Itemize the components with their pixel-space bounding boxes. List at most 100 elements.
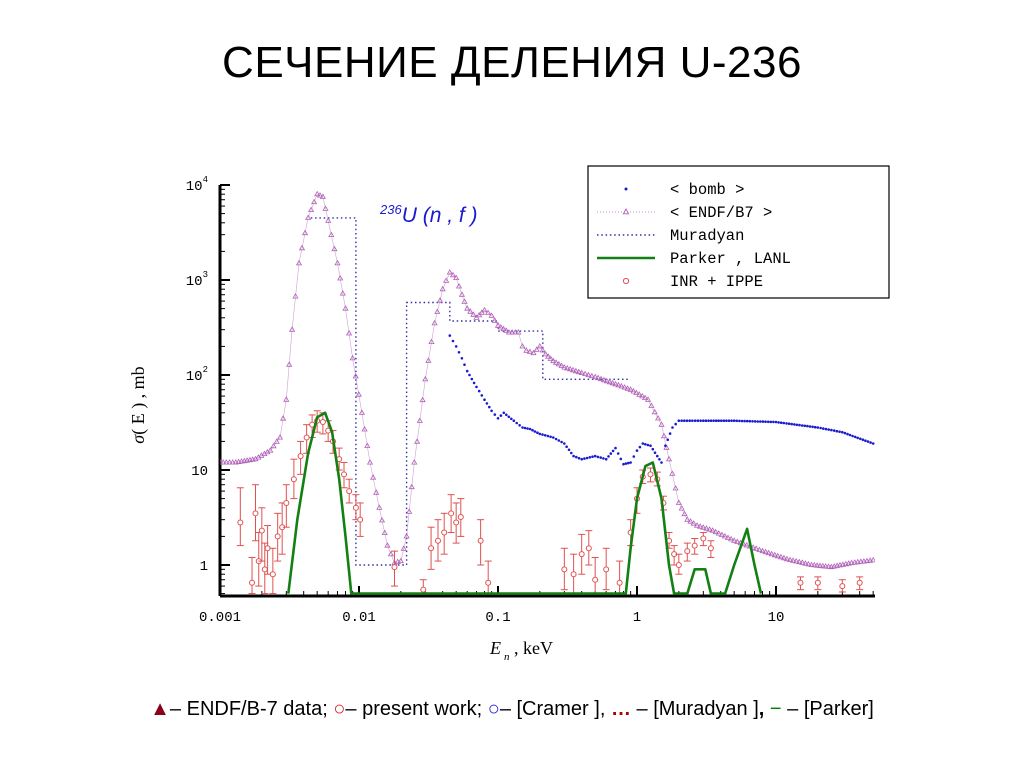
bomb-dot-marker	[866, 440, 870, 443]
inr-circle-marker	[647, 471, 654, 478]
bomb-dot-marker	[560, 440, 563, 444]
bomb-dot-marker	[827, 428, 830, 431]
bomb-dot-marker	[614, 446, 617, 450]
endf-triangle-marker	[337, 274, 344, 281]
bomb-dot-marker	[465, 369, 469, 373]
bomb-dot-marker	[861, 438, 865, 442]
bomb-dot-marker	[533, 430, 537, 433]
bomb-dot-marker	[864, 439, 867, 443]
y-tick-exponent: 2	[203, 365, 208, 375]
endf-triangle-marker	[314, 190, 321, 197]
inr-circle-marker	[797, 579, 804, 586]
bomb-dot-marker	[702, 419, 705, 423]
inr-circle-marker	[341, 471, 348, 478]
x-axis-label-sub: n	[504, 651, 510, 663]
bomb-dot-marker	[822, 427, 825, 430]
endf-triangle-marker	[319, 193, 326, 199]
bomb-dot-marker	[577, 456, 581, 460]
bomb-dot-marker	[693, 419, 697, 423]
bomb-dot-marker	[774, 420, 778, 424]
endf-triangle-marker	[352, 372, 359, 379]
endf-triangle-marker	[346, 329, 353, 336]
caption-parker-text: – [Parker]	[787, 698, 874, 720]
legend-label-muradyan: Muradyan	[670, 227, 744, 245]
bomb-dot-marker	[722, 419, 726, 423]
endf-triangle-marker	[870, 556, 875, 563]
bomb-dot-marker	[510, 417, 513, 421]
x-tick-label: 0.01	[342, 610, 376, 626]
inr-circle-marker	[441, 529, 448, 536]
bomb-dot-marker	[772, 420, 775, 424]
series-group	[220, 190, 875, 595]
endf-triangle-marker	[226, 459, 233, 465]
inr-circle-marker	[237, 519, 244, 526]
bomb-dot-marker	[451, 339, 455, 343]
endf-triangle-marker	[644, 396, 652, 402]
endf-triangle-marker	[403, 532, 410, 539]
bomb-dot-marker	[483, 398, 486, 402]
endf-triangle-marker	[715, 530, 722, 536]
bomb-dot-marker	[841, 430, 844, 434]
endf-triangle-marker	[436, 297, 444, 303]
bomb-dot-marker	[806, 424, 809, 428]
inr-circle-marker	[249, 579, 256, 586]
bomb-dot-marker	[460, 357, 464, 360]
endf-triangle-marker	[684, 516, 691, 522]
endf-triangle-marker	[618, 382, 625, 389]
inr-circle-marker	[457, 514, 464, 521]
bomb-dot-marker	[490, 409, 493, 413]
endf-triangle-marker	[512, 329, 519, 335]
bomb-dot-marker	[671, 426, 674, 429]
x-tick-label: 10	[768, 610, 785, 626]
endf-triangle-marker	[606, 378, 613, 385]
bomb-dot-marker	[793, 423, 796, 426]
endf-triangle-marker	[509, 329, 516, 335]
bomb-dot-marker	[769, 420, 773, 424]
bomb-dot-marker	[644, 443, 647, 446]
endf-triangle-marker	[863, 557, 871, 564]
bomb-dot-marker	[531, 428, 534, 432]
endf-triangle-marker	[564, 364, 571, 371]
bomb-dot-marker	[677, 419, 681, 423]
endf-triangle-marker	[734, 538, 741, 544]
endf-triangle-marker	[547, 355, 554, 361]
bomb-dot-marker	[782, 421, 786, 425]
endf-triangle-marker	[434, 308, 441, 314]
bomb-dot-marker	[496, 417, 500, 420]
bomb-dot-marker	[543, 434, 547, 437]
bomb-dot-marker	[851, 434, 854, 438]
bomb-dot-marker	[800, 424, 804, 427]
endf-triangle-marker	[408, 483, 415, 490]
endf-triangle-marker	[267, 447, 274, 453]
bomb-dot-marker	[824, 427, 828, 431]
bomb-dot-marker	[811, 425, 814, 429]
bomb-dot-marker	[816, 426, 820, 429]
endf-triangle-marker	[600, 376, 607, 383]
legend-endf-triangle	[622, 208, 630, 215]
inr-circle-marker	[269, 571, 276, 578]
endf-triangle-marker	[458, 291, 465, 297]
bomb-dot-marker	[599, 456, 602, 459]
bomb-dot-marker	[470, 377, 474, 381]
inr-circle-marker	[578, 551, 585, 558]
y-axis-label-rest: ( E ) , mb	[128, 366, 149, 434]
inr-circle-marker	[814, 579, 821, 586]
bomb-dot-marker	[641, 442, 645, 445]
endf-triangle-marker	[461, 298, 468, 304]
bomb-dot-marker	[635, 449, 639, 452]
endf-triangle-marker	[697, 523, 704, 529]
legend-inr-circle	[622, 277, 630, 285]
endf-triangle-marker	[690, 520, 697, 526]
bomb-dot-marker	[709, 419, 713, 423]
bomb-dot-marker	[846, 432, 849, 436]
endf-triangle-marker	[553, 359, 560, 365]
bomb-dot-marker	[468, 373, 471, 377]
bomb-dot-marker	[658, 458, 661, 461]
inr-circle-marker	[391, 564, 398, 571]
endf-triangle-marker	[331, 245, 338, 252]
endf-triangle-marker	[768, 550, 775, 557]
bomb-dot-marker	[546, 434, 550, 438]
endf-triangle-marker	[799, 559, 806, 565]
